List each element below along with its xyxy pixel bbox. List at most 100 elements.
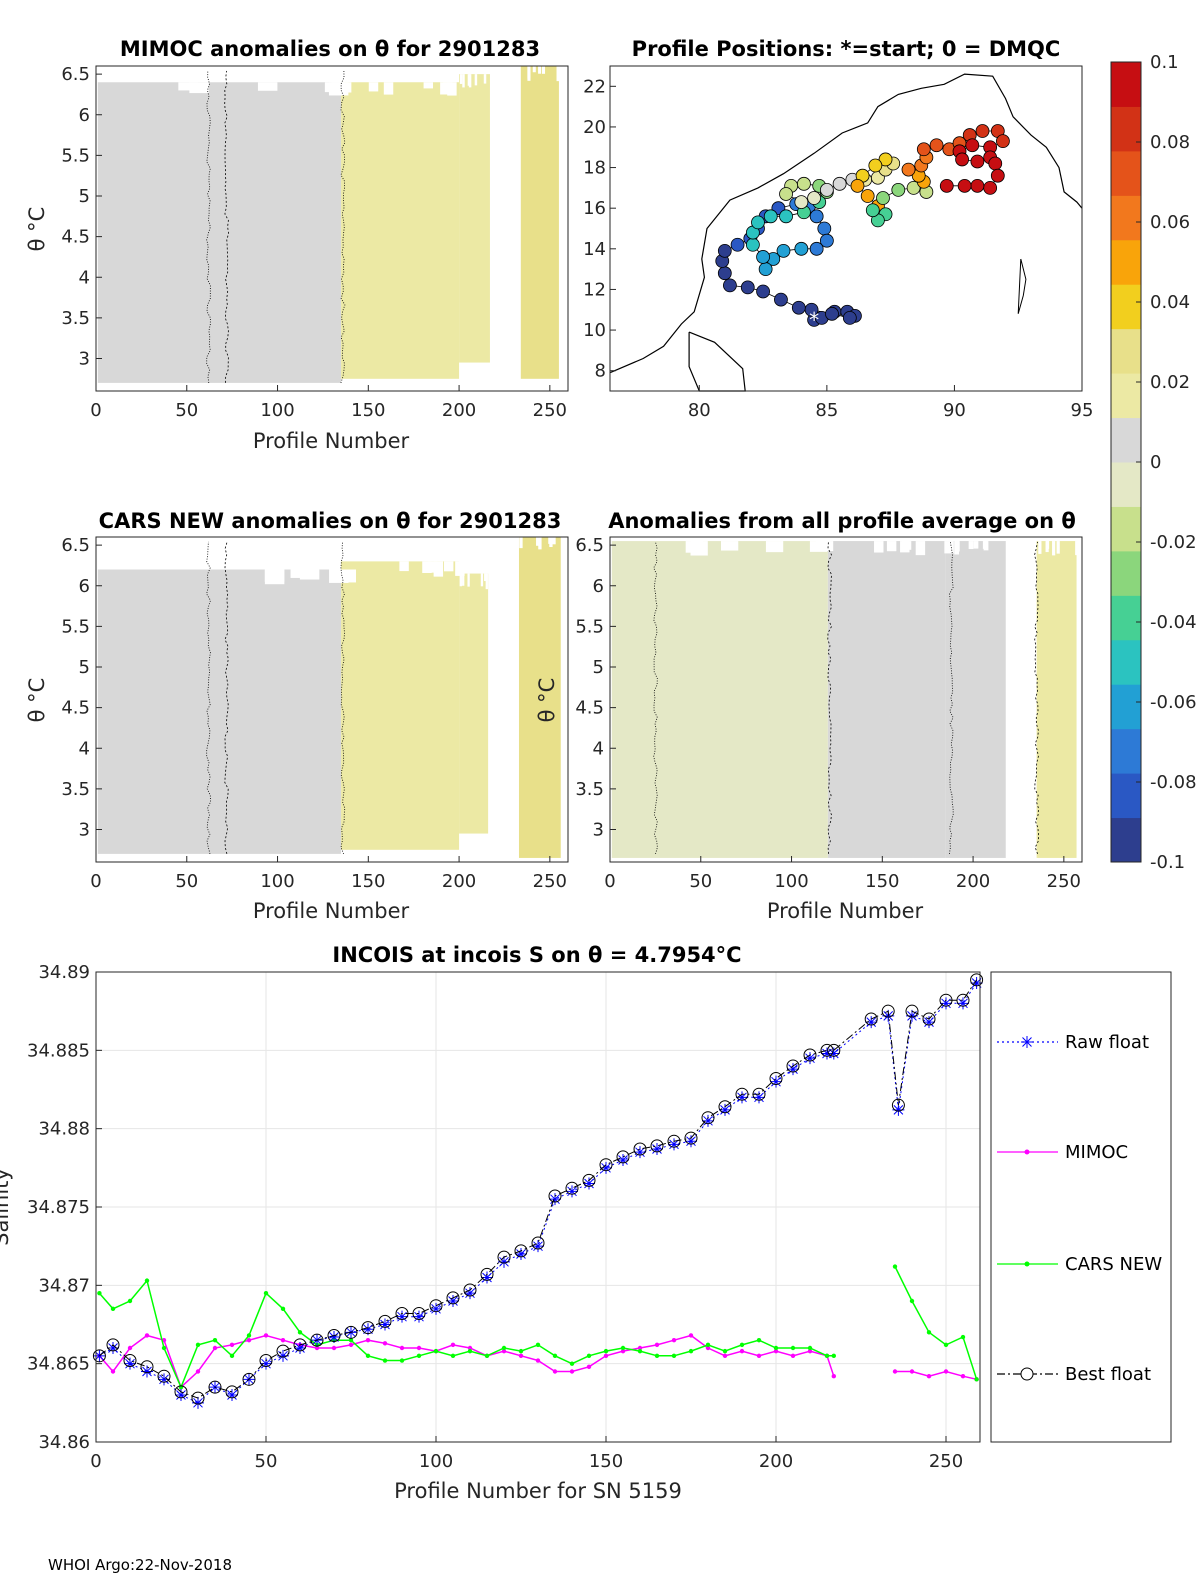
y-tick-label: 6 bbox=[79, 105, 90, 126]
profile-position bbox=[730, 237, 745, 252]
data-point bbox=[484, 1353, 490, 1359]
data-point bbox=[688, 1333, 694, 1338]
data-point bbox=[957, 997, 969, 1010]
y-tick-label: 14 bbox=[583, 239, 606, 260]
data-point bbox=[127, 1298, 133, 1304]
y-tick-label: 6.5 bbox=[575, 535, 604, 556]
data-point bbox=[195, 1369, 201, 1374]
profile-position bbox=[809, 209, 824, 224]
data-point bbox=[514, 1244, 528, 1258]
profile-position bbox=[756, 250, 770, 264]
data-point bbox=[144, 1278, 150, 1283]
legend-label: MIMOC bbox=[1065, 1142, 1128, 1163]
colorbar-tick-label: 0.06 bbox=[1150, 212, 1190, 233]
allprof-title: Anomalies from all profile average on θ bbox=[608, 509, 1076, 533]
data-point bbox=[501, 1345, 507, 1351]
data-point bbox=[633, 1142, 647, 1156]
anomaly-band bbox=[827, 541, 946, 858]
data-point bbox=[467, 1345, 473, 1351]
cars-axes bbox=[95, 536, 569, 863]
profile-position bbox=[825, 306, 839, 321]
y-tick-label: 5 bbox=[79, 657, 90, 678]
data-point bbox=[548, 1189, 562, 1203]
y-tick-label: 4.5 bbox=[575, 698, 604, 719]
x-tick-label: 50 bbox=[175, 400, 198, 421]
colorbar-swatch bbox=[1111, 684, 1141, 730]
data-point bbox=[446, 1291, 460, 1305]
data-point bbox=[943, 1342, 949, 1348]
data-point bbox=[297, 1330, 303, 1335]
anomaly-contour bbox=[224, 70, 230, 383]
data-gap bbox=[968, 541, 974, 550]
cars-panel: CARS NEW anomalies on θ for 2901283 0 50 1… bbox=[25, 509, 569, 923]
profile-position bbox=[794, 195, 809, 209]
anomaly-band bbox=[945, 541, 1006, 858]
data-point bbox=[531, 1236, 545, 1250]
data-gap bbox=[548, 537, 552, 544]
anomaly-band bbox=[97, 82, 342, 383]
cars-xlabel: Profile Number bbox=[253, 899, 410, 923]
andaman-islands bbox=[1017, 258, 1027, 314]
data-point bbox=[246, 1333, 252, 1338]
data-point bbox=[922, 1012, 936, 1026]
data-point bbox=[756, 1353, 762, 1359]
profile-position bbox=[817, 221, 832, 236]
data-gap bbox=[455, 561, 465, 576]
data-point bbox=[865, 1016, 878, 1029]
allprof-xlabel: Profile Number bbox=[767, 899, 924, 923]
data-point bbox=[939, 993, 953, 1007]
profile-position bbox=[717, 243, 732, 258]
anomaly-contour bbox=[653, 541, 658, 855]
data-point bbox=[246, 1337, 252, 1343]
x-tick-label: 0 bbox=[90, 1451, 101, 1472]
data-point bbox=[671, 1353, 677, 1359]
data-point bbox=[277, 1349, 289, 1362]
data-gap bbox=[538, 66, 542, 74]
y-tick-label: 3.5 bbox=[61, 308, 90, 329]
data-point bbox=[923, 1016, 935, 1029]
y-tick-label: 34.865 bbox=[27, 1354, 90, 1375]
data-point bbox=[616, 1150, 630, 1164]
data-point bbox=[752, 1087, 766, 1101]
data-point bbox=[378, 1314, 392, 1328]
data-point bbox=[970, 973, 984, 987]
profile-position bbox=[970, 154, 985, 169]
y-tick-label: 34.875 bbox=[27, 1197, 90, 1218]
data-point bbox=[586, 1364, 592, 1370]
y-tick-label: 34.885 bbox=[27, 1040, 90, 1061]
cars-ylabel: θ °C bbox=[25, 678, 49, 723]
data-point bbox=[786, 1059, 800, 1073]
data-point bbox=[535, 1358, 541, 1363]
data-point bbox=[753, 1091, 765, 1104]
x-tick-label: 90 bbox=[943, 400, 966, 421]
profile-position bbox=[776, 243, 791, 258]
colorbar-swatch bbox=[1111, 639, 1141, 685]
data-point bbox=[722, 1353, 728, 1359]
data-point bbox=[634, 1146, 646, 1159]
data-point bbox=[881, 1004, 895, 1018]
y-tick-label: 5 bbox=[79, 186, 90, 207]
colorbar-swatch bbox=[1111, 417, 1141, 463]
x-tick-label: 250 bbox=[1047, 871, 1081, 892]
profile-position bbox=[988, 156, 1003, 171]
x-tick-label: 80 bbox=[688, 400, 711, 421]
legend-marker bbox=[1024, 1261, 1030, 1267]
x-tick-label: 200 bbox=[442, 400, 476, 421]
y-tick-label: 16 bbox=[583, 198, 606, 219]
data-point bbox=[464, 1287, 476, 1300]
profile-position bbox=[975, 124, 990, 138]
data-point bbox=[327, 1328, 341, 1342]
x-tick-label: 100 bbox=[260, 871, 294, 892]
data-point bbox=[212, 1345, 218, 1351]
data-point bbox=[144, 1333, 150, 1338]
data-point bbox=[719, 1103, 731, 1116]
data-point bbox=[396, 1310, 408, 1323]
x-tick-label: 100 bbox=[260, 400, 294, 421]
data-point bbox=[314, 1345, 320, 1351]
mimoc-title: MIMOC anomalies on θ for 2901283 bbox=[120, 37, 540, 61]
series-line-cars-new bbox=[98, 1266, 978, 1390]
data-point bbox=[586, 1353, 592, 1359]
data-point bbox=[229, 1353, 235, 1359]
data-point bbox=[141, 1365, 153, 1378]
